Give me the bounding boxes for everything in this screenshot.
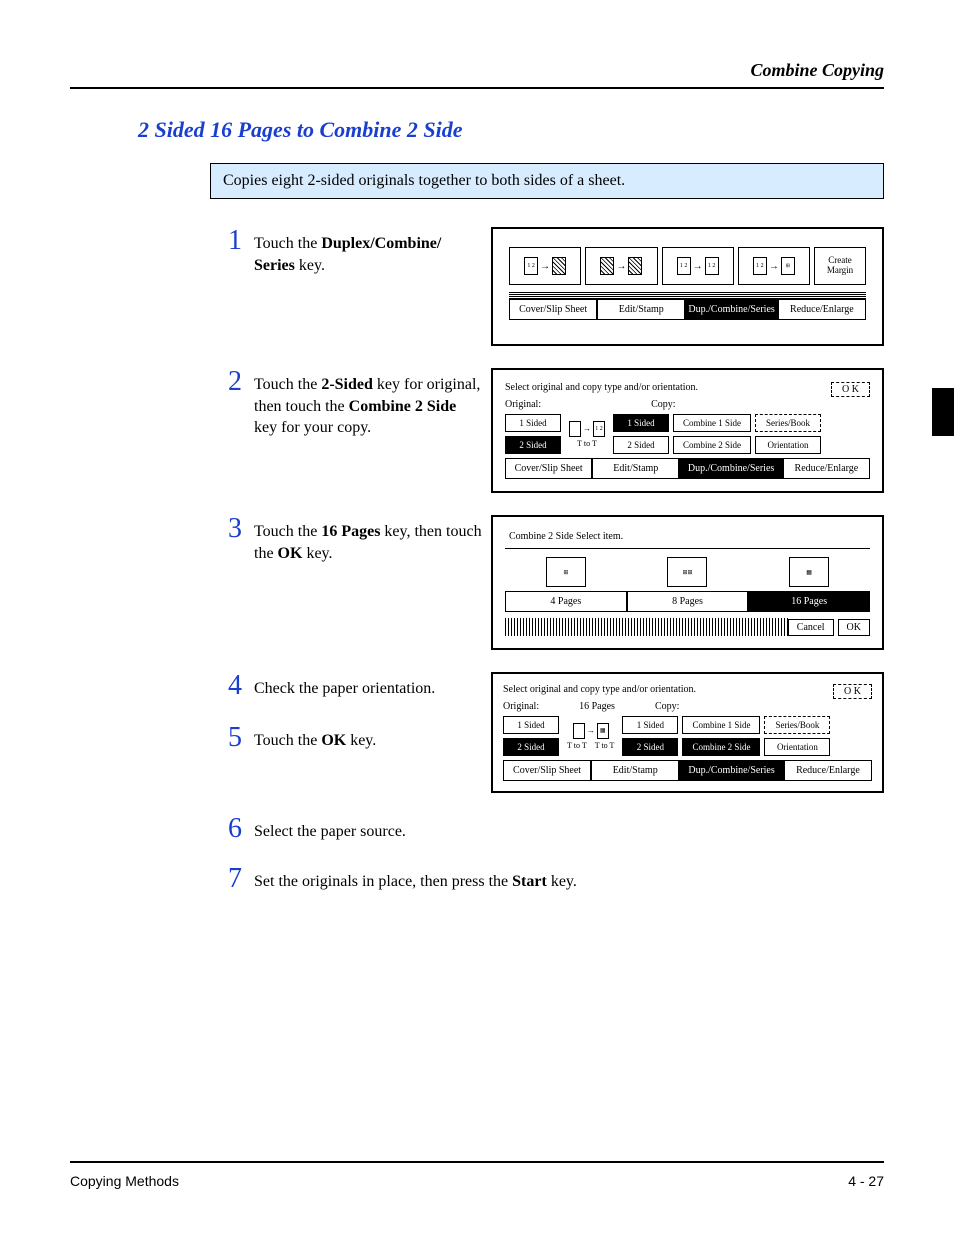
orientation-button[interactable]: Orientation [755, 436, 821, 454]
divider [505, 548, 870, 549]
screenshot-step4: Select original and copy type and/or ori… [491, 672, 884, 793]
pages-8[interactable]: 8 Pages [627, 591, 749, 612]
mode-option[interactable]: 1 2→ [509, 247, 581, 285]
step-number: 4 [228, 672, 254, 700]
chapter-title: Combine Copying [70, 60, 884, 81]
step-number: 2 [228, 368, 254, 396]
tab-reduce-enlarge[interactable]: Reduce/Enlarge [778, 299, 866, 320]
original-1sided[interactable]: 1 Sided [503, 716, 559, 734]
mode-option[interactable]: → [585, 247, 657, 285]
tab-edit-stamp[interactable]: Edit/Stamp [591, 760, 679, 781]
intro-box: Copies eight 2-sided originals together … [210, 163, 884, 199]
create-margin-button[interactable]: Create Margin [814, 247, 866, 285]
step-text: Select the paper source. [254, 815, 406, 843]
tab-cover-slip[interactable]: Cover/Slip Sheet [509, 299, 597, 320]
tab-cover-slip[interactable]: Cover/Slip Sheet [503, 760, 591, 781]
series-book[interactable]: Series/Book [755, 414, 821, 432]
cancel-button[interactable]: Cancel [788, 619, 834, 636]
pages-icon: ⊞⊞ [667, 557, 707, 587]
copy-2sided[interactable]: 2 Sided [613, 436, 669, 454]
step-number: 5 [228, 724, 254, 752]
step-text: Set the originals in place, then press t… [254, 865, 577, 893]
original-2sided[interactable]: 2 Sided [503, 738, 559, 756]
combine-1side[interactable]: Combine 1 Side [673, 414, 751, 432]
step-number: 1 [228, 227, 254, 255]
step-text: Touch the OK key. [254, 724, 376, 752]
orientation-icon: →1 2 T to T [565, 414, 609, 454]
copy-1sided[interactable]: 1 Sided [622, 716, 678, 734]
header-rule [70, 87, 884, 89]
page-number: 4 - 27 [848, 1173, 884, 1189]
section-title: 2 Sided 16 Pages to Combine 2 Side [138, 117, 884, 143]
copy-1sided[interactable]: 1 Sided [613, 414, 669, 432]
orientation-button[interactable]: Orientation [764, 738, 830, 756]
instruction-text: Select original and copy type and/or ori… [505, 382, 698, 393]
pages-16[interactable]: 16 Pages [748, 591, 870, 612]
tab-reduce-enlarge[interactable]: Reduce/Enlarge [784, 760, 872, 781]
tab-dup-combine[interactable]: Dup./Combine/Series [685, 299, 777, 320]
tab-edit-stamp[interactable]: Edit/Stamp [592, 458, 679, 479]
ok-button[interactable]: O K [831, 382, 870, 397]
step-text: Touch the 2-Sided key for original, then… [254, 368, 483, 439]
step-number: 7 [228, 865, 254, 893]
original-1sided[interactable]: 1 Sided [505, 414, 561, 432]
screenshot-step1: 1 2→ → 1 2→1 2 1 2→⊞ Create Margin [491, 227, 884, 346]
original-2sided[interactable]: 2 Sided [505, 436, 561, 454]
mode-option[interactable]: 1 2→1 2 [662, 247, 734, 285]
combine-2side[interactable]: Combine 2 Side [682, 738, 760, 756]
copy-2sided[interactable]: 2 Sided [622, 738, 678, 756]
step-number: 3 [228, 515, 254, 543]
pages-icon: ⊞ [546, 557, 586, 587]
screenshot-step3: Combine 2 Side Select item. ⊞ ⊞⊞ ▦ 4 Pag… [491, 515, 884, 650]
step-number: 6 [228, 815, 254, 843]
step-text: Check the paper orientation. [254, 672, 435, 700]
tab-dup-combine[interactable]: Dup./Combine/Series [679, 458, 782, 479]
tab-reduce-enlarge[interactable]: Reduce/Enlarge [783, 458, 870, 479]
divider-hatch [509, 291, 866, 299]
combine-1side[interactable]: Combine 1 Side [682, 716, 760, 734]
copy-label: Copy: [651, 399, 675, 410]
pages-icon: ▦ [789, 557, 829, 587]
pages-4[interactable]: 4 Pages [505, 591, 627, 612]
combine-2side[interactable]: Combine 2 Side [673, 436, 751, 454]
original-label: Original: [503, 701, 539, 712]
mid-label: 16 Pages [579, 701, 615, 712]
instruction-text: Select original and copy type and/or ori… [503, 684, 696, 699]
orientation-icon: →▦ T to TT to T [563, 716, 618, 756]
ok-button[interactable]: O K [833, 684, 872, 699]
series-book[interactable]: Series/Book [764, 716, 830, 734]
footer-left: Copying Methods [70, 1173, 179, 1189]
step-text: Touch the Duplex/Combine/ Series key. [254, 227, 483, 276]
dialog-title: Combine 2 Side Select item. [505, 529, 870, 544]
page-thumb-tab [932, 388, 954, 436]
copy-label: Copy: [655, 701, 679, 712]
tab-edit-stamp[interactable]: Edit/Stamp [597, 299, 685, 320]
tab-dup-combine[interactable]: Dup./Combine/Series [679, 760, 784, 781]
hatch-divider [505, 618, 788, 636]
ok-button[interactable]: OK [838, 619, 870, 636]
tab-cover-slip[interactable]: Cover/Slip Sheet [505, 458, 592, 479]
original-label: Original: [505, 399, 541, 410]
step-text: Touch the 16 Pages key, then touch the O… [254, 515, 483, 564]
screenshot-step2: Select original and copy type and/or ori… [491, 368, 884, 493]
footer-rule [70, 1161, 884, 1163]
mode-option[interactable]: 1 2→⊞ [738, 247, 810, 285]
